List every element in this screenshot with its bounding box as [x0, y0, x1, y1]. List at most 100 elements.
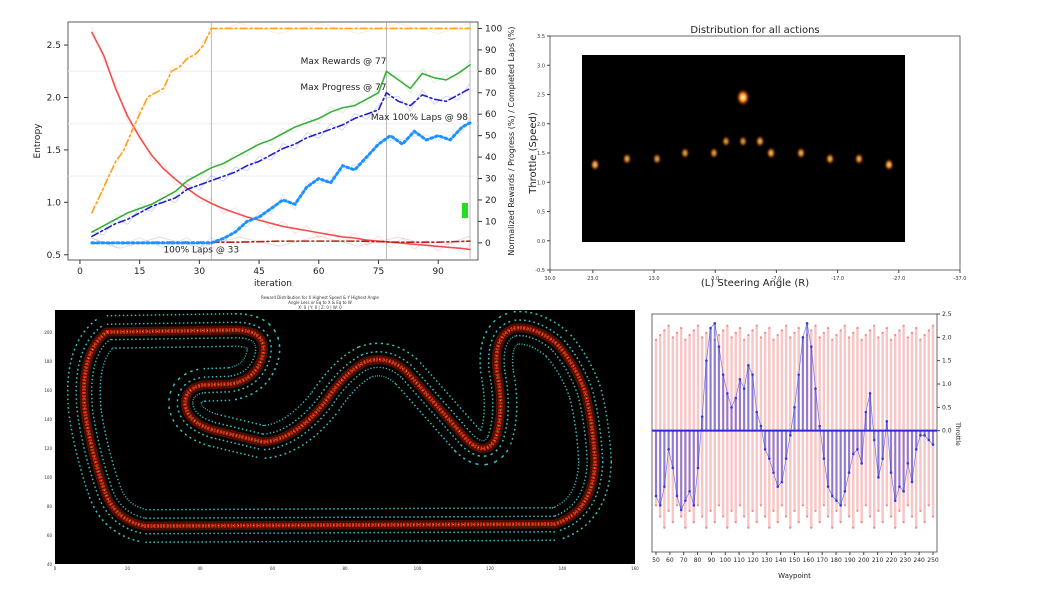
throttle-point [835, 509, 838, 513]
throttle-point [797, 326, 800, 330]
y2-tick-label: 60 [485, 110, 497, 120]
y2-tick-label: 30 [485, 175, 497, 185]
throttle-point [692, 329, 695, 332]
y-tick-label: 160 [44, 388, 52, 393]
throttle-point [898, 509, 901, 513]
throttle-point [847, 336, 851, 339]
throttle-point [726, 324, 729, 327]
x-tick-label: 30 [194, 267, 206, 277]
throttle-point [881, 331, 884, 334]
throttle-point [822, 331, 825, 334]
throttle-point [826, 326, 830, 330]
throttle-point [927, 329, 930, 332]
throttle-point [864, 333, 867, 337]
throttle-point [822, 504, 825, 507]
throttle-point [659, 333, 662, 337]
throttle-point [818, 336, 821, 339]
waypoint-chart: 2.5 2.0 1.5 1.0 0.5 0.0 50 60 70 80 90 100 110 120 130… [640, 300, 970, 588]
throttle-point [705, 331, 708, 334]
throttle-point [793, 509, 796, 513]
y-axis-label: Entropy [33, 123, 43, 159]
y-tick-label: 200 [44, 330, 52, 335]
throttle-point [931, 515, 935, 518]
x-tick-label: 60 [666, 557, 674, 564]
x-tick-label: 60 [313, 267, 325, 277]
series-line-2 [91, 27, 471, 214]
series-noise-line [91, 235, 471, 249]
throttle-point [722, 515, 725, 518]
action-point [709, 147, 719, 159]
throttle-point [692, 521, 695, 524]
series-noise-line [91, 22, 471, 209]
track-reward-chart: Reward Distribution for X Highest Speed … [35, 292, 645, 582]
title-line: X: 0 | Y: 0 | Z: 0 | W: 0 [298, 305, 342, 310]
throttle-point [894, 526, 897, 529]
series-noise-line [91, 59, 471, 232]
throttle-point [814, 509, 817, 513]
x-tick-label: 140 [775, 557, 787, 564]
x-tick-label: 100 [720, 557, 732, 564]
throttle-point [785, 515, 788, 518]
throttle-point [759, 504, 763, 507]
annotation: Max Progress @ 77 [300, 83, 386, 93]
chart-title: Distribution for all actions [690, 25, 819, 36]
x-tick-label: 170 [816, 557, 828, 564]
x-tick-label: 180 [830, 557, 842, 564]
y2-tick-label: 20 [485, 196, 497, 206]
x-tick-label: 40 [197, 566, 203, 571]
throttle-point [910, 515, 914, 518]
throttle-point [734, 331, 737, 334]
throttle-point [734, 521, 737, 524]
throttle-point [793, 331, 796, 334]
x-tick-label: 110 [733, 557, 745, 564]
throttle-point [659, 515, 662, 518]
throttle-point [755, 521, 758, 524]
annotation: 100% Laps @ 33 [163, 246, 239, 256]
y-tick-label: 0.5 [537, 210, 545, 216]
throttle-point [654, 338, 658, 341]
throttle-point [885, 326, 888, 330]
action-point [738, 135, 748, 148]
annotation: Max 100% Laps @ 98 [371, 113, 468, 123]
throttle-point [743, 338, 746, 341]
throttle-point [696, 324, 700, 327]
x-tick-label: 45 [253, 267, 264, 277]
throttle-point [873, 526, 876, 529]
legend-marker [462, 203, 468, 218]
throttle-point [696, 504, 700, 507]
throttle-point [675, 504, 679, 507]
x-tick-label: 15 [134, 267, 145, 277]
y-tick-label: 3.5 [537, 34, 545, 40]
x-tick-label: 50 [652, 557, 660, 564]
x-tick-label: 100 [414, 566, 422, 571]
y2-tick-label: 0.0 [942, 428, 952, 435]
throttle-point [831, 526, 834, 529]
throttle-point [768, 526, 771, 529]
action-point [825, 152, 835, 166]
throttle-point [747, 333, 750, 337]
x-tick-label: 70 [680, 557, 688, 564]
x-tick-label: 23.0 [587, 276, 598, 282]
throttle-point [751, 509, 754, 513]
x-tick-label: -17.0 [831, 276, 844, 282]
x-tick-label: 250 [927, 557, 939, 564]
y-tick-label: 2.5 [537, 93, 545, 99]
title-line: Angle Less or Eq to X & Eq to W [288, 300, 352, 305]
throttle-point [717, 504, 721, 507]
throttle-point [856, 509, 859, 513]
throttle-point [717, 333, 721, 337]
x-tick-label: -27.0 [892, 276, 905, 282]
action-point [680, 147, 690, 159]
throttle-point [705, 526, 708, 529]
throttle-point [931, 324, 935, 327]
throttle-point [835, 333, 838, 337]
x-tick-label: 240 [913, 557, 925, 564]
x-tick-label: 160 [803, 557, 815, 564]
throttle-point [772, 509, 775, 513]
throttle-point [852, 331, 855, 334]
throttle-point [667, 324, 670, 327]
x-axis-label: iteration [254, 279, 292, 289]
throttle-point [743, 515, 746, 518]
throttle-point [839, 329, 842, 332]
x-tick-label: 220 [886, 557, 898, 564]
